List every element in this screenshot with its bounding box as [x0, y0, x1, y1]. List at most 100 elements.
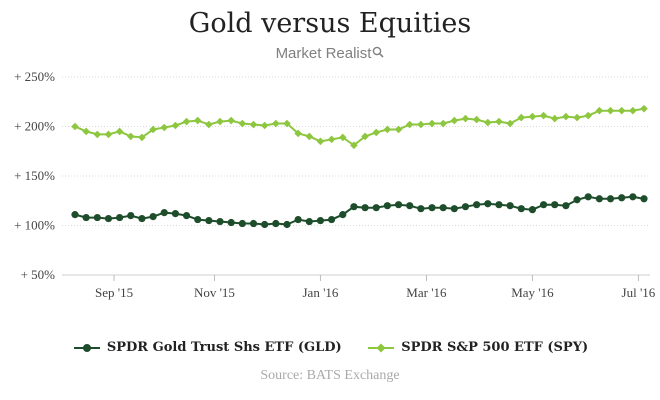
data-point-spy [82, 127, 90, 136]
data-point-gld [539, 201, 548, 209]
data-point-gld [104, 214, 113, 223]
data-point-spy [517, 113, 526, 122]
data-point-gld [428, 204, 436, 212]
data-point-spy [617, 106, 626, 115]
data-point-gld [517, 205, 525, 213]
data-point-spy [171, 121, 180, 130]
data-point-gld [71, 211, 79, 219]
data-point-spy [104, 130, 113, 139]
x-tick-label: May '16 [511, 285, 554, 300]
data-point-gld [629, 193, 637, 201]
data-point-spy [550, 114, 559, 123]
data-point-gld [606, 195, 615, 203]
legend: SPDR Gold Trust Shs ETF (GLD) SPDR S&P 5… [0, 340, 660, 358]
data-point-spy [160, 123, 169, 132]
series-group [71, 104, 648, 229]
data-point-gld [573, 196, 581, 204]
data-point-spy [484, 118, 492, 127]
data-point-spy [238, 119, 247, 128]
legend-label-gld: SPDR Gold Trust Shs ETF (GLD) [106, 340, 342, 355]
data-point-gld [138, 214, 146, 223]
data-point-spy [640, 104, 648, 113]
data-point-gld [361, 204, 369, 212]
data-point-spy [216, 117, 224, 126]
series-line-gld [74, 195, 645, 226]
y-axis: + 50% + 100% + 150% + 200% + 250% [14, 69, 55, 282]
data-point-spy [405, 120, 414, 129]
y-tick-label: + 200% [14, 119, 55, 134]
data-point-spy [573, 113, 581, 122]
data-point-gld [328, 215, 336, 224]
data-point-gld [439, 204, 447, 212]
data-point-gld [116, 213, 124, 222]
y-tick-label: + 150% [14, 168, 55, 183]
data-point-spy [283, 119, 291, 128]
data-point-spy [316, 137, 325, 146]
data-point-spy [93, 130, 102, 139]
data-point-spy [227, 116, 235, 125]
data-point-spy [472, 115, 481, 124]
data-point-gld [417, 205, 425, 213]
data-point-gld [339, 211, 347, 219]
legend-marker-spy [368, 343, 395, 352]
x-tick-label: Nov '15 [194, 285, 235, 300]
data-point-spy [439, 119, 447, 128]
chart-title: Gold versus Equities [188, 8, 472, 39]
brand-logo: Market Realist [0, 45, 660, 62]
legend-item-spy[interactable]: SPDR S&P 500 ETF (SPY) [366, 340, 588, 355]
data-point-gld [316, 216, 325, 225]
data-point-spy [506, 119, 514, 128]
data-point-gld [194, 215, 202, 224]
data-point-gld [283, 220, 291, 229]
data-point-gld [584, 193, 592, 201]
data-point-spy [372, 128, 381, 137]
line-chart: + 50% + 100% + 150% + 200% + 250% Sep '15 Nov… [14, 69, 656, 300]
data-point-gld [205, 216, 213, 225]
data-point-spy [461, 114, 470, 123]
series-line-spy [74, 107, 645, 147]
data-point-gld [272, 219, 280, 228]
data-point-gld [484, 200, 492, 208]
data-point-gld [238, 219, 246, 228]
data-point-spy [272, 119, 280, 128]
data-point-spy [495, 117, 503, 126]
y-tick-label: + 250% [14, 69, 55, 84]
data-point-spy [149, 125, 157, 134]
data-point-spy [338, 133, 347, 142]
data-point-spy [350, 141, 358, 150]
data-point-spy [606, 106, 615, 115]
data-point-spy [417, 120, 425, 129]
data-point-gld [182, 212, 191, 220]
data-point-gld [249, 219, 258, 228]
data-point-gld [551, 201, 559, 209]
data-point-spy [182, 117, 191, 126]
data-point-gld [261, 220, 269, 229]
data-point-spy [595, 106, 604, 115]
data-point-gld [640, 195, 648, 203]
legend-marker-gld [73, 343, 100, 352]
legend-item-gld[interactable]: SPDR Gold Trust Shs ETF (GLD) [72, 340, 342, 355]
x-axis: Sep '15 Nov '15 Jan '16 Mar '16 May '16 Jul '… [95, 275, 656, 300]
data-point-gld [294, 215, 302, 224]
data-point-spy [126, 132, 135, 141]
magnifier-icon [372, 45, 384, 62]
data-point-gld [227, 218, 235, 227]
data-point-gld [450, 205, 458, 213]
x-tick-label: Jul '16 [622, 285, 656, 300]
data-point-spy [383, 125, 392, 134]
y-tick-label: + 50% [21, 267, 56, 282]
data-point-spy [260, 121, 269, 130]
data-point-gld [171, 210, 180, 218]
data-point-spy [193, 116, 202, 125]
data-point-gld [394, 201, 403, 209]
data-point-spy [539, 111, 548, 120]
data-point-spy [138, 133, 146, 142]
data-point-spy [294, 129, 302, 138]
data-point-gld [82, 213, 90, 222]
data-point-gld [383, 202, 391, 210]
data-point-gld [406, 202, 414, 210]
data-point-spy [115, 127, 124, 136]
data-point-spy [205, 120, 213, 129]
data-point-gld [461, 203, 470, 211]
data-point-spy [428, 119, 436, 128]
